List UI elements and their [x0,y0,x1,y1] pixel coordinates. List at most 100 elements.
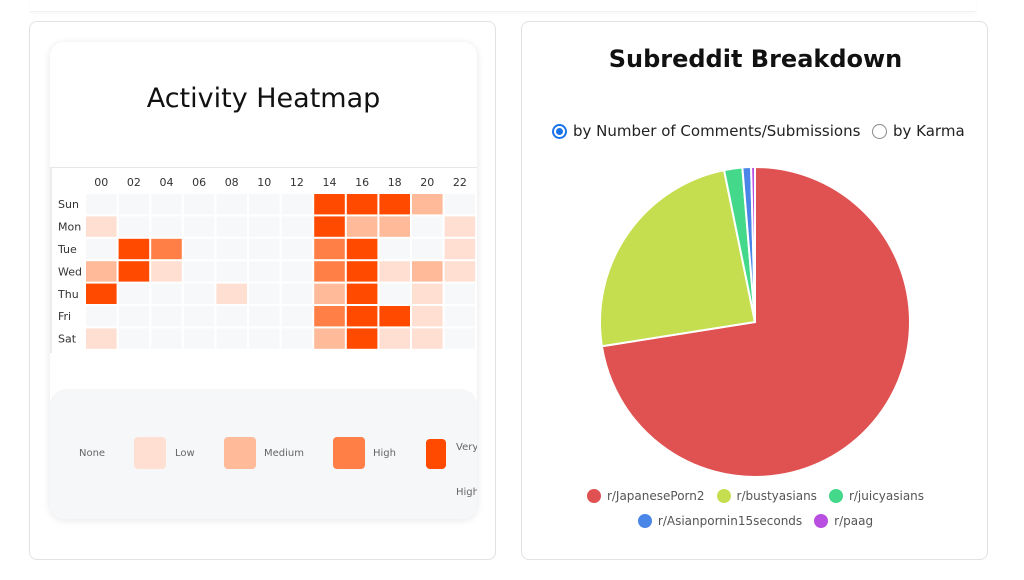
heatmap-cell[interactable] [281,194,313,215]
heatmap-cell[interactable] [314,306,345,327]
heatmap-cell[interactable] [412,261,443,282]
heatmap-cell[interactable] [151,283,182,304]
heatmap-cell[interactable] [86,194,117,215]
radio-karma-label[interactable]: by Karma [893,122,965,140]
heatmap-cell[interactable] [444,216,476,237]
heatmap-cell[interactable] [151,261,182,282]
heatmap-cell[interactable] [249,261,280,282]
heatmap-cell[interactable] [249,283,280,304]
heatmap-cell[interactable] [183,194,215,215]
heatmap-cell[interactable] [314,328,345,349]
heatmap-cell[interactable] [444,306,476,327]
heatmap-cell[interactable] [86,238,117,260]
heatmap-cell[interactable] [183,216,215,237]
heatmap-cell[interactable] [412,306,443,327]
legend-very-high-swatch [426,439,446,469]
heatmap-cell[interactable] [216,238,247,260]
heatmap-cell[interactable] [379,328,410,349]
heatmap-cell[interactable] [314,283,345,304]
heatmap-cell[interactable] [151,306,182,327]
heatmap-cell[interactable] [151,194,182,215]
pie-slice-bustyasians[interactable] [599,168,757,348]
heatmap-cell[interactable] [444,328,476,349]
heatmap-cell[interactable] [151,238,182,260]
heatmap-day-label: Sun [58,198,79,211]
heatmap-cell[interactable] [249,328,280,349]
heatmap-cell[interactable] [249,306,280,327]
heatmap-cell[interactable] [444,261,476,282]
heatmap-cell[interactable] [249,216,280,237]
heatmap-cell[interactable] [86,283,117,304]
heatmap-cell[interactable] [379,283,410,304]
heatmap-cell[interactable] [216,261,247,282]
heatmap-cell[interactable] [412,328,443,349]
heatmap-cell[interactable] [118,238,150,260]
heatmap-cell[interactable] [346,238,378,260]
heatmap-cell[interactable] [249,238,280,260]
legend-item-paag[interactable]: r/paag [814,514,873,528]
legend-item-juicyasians[interactable]: r/juicyasians [828,489,924,503]
heatmap-cell[interactable] [346,216,378,237]
heatmap-cell[interactable] [151,216,182,237]
heatmap-cell[interactable] [86,306,117,327]
legend-item-japaneseporn2[interactable]: r/JapanesePorn2 [586,489,705,503]
legend-dot-icon [637,514,652,528]
legend-item-bustyasians[interactable]: r/bustyasians [716,489,817,503]
heatmap-cell[interactable] [118,216,150,237]
heatmap-cell[interactable] [281,306,313,327]
radio-unselected-icon[interactable] [872,123,887,139]
heatmap-cell[interactable] [444,283,476,304]
heatmap-cell[interactable] [281,238,313,260]
heatmap-cell[interactable] [118,194,150,215]
heatmap-cell[interactable] [346,306,378,327]
heatmap-cell[interactable] [183,306,215,327]
heatmap-cell[interactable] [216,306,247,327]
heatmap-cell[interactable] [118,283,150,304]
radio-by-comments[interactable]: by Number of Comments/Submissions [552,122,860,140]
heatmap-cell[interactable] [86,328,117,349]
heatmap-cell[interactable] [216,328,247,349]
heatmap-cell[interactable] [183,261,215,282]
heatmap-cell[interactable] [379,238,410,260]
heatmap-cell[interactable] [183,238,215,260]
heatmap-cell[interactable] [183,328,215,349]
heatmap-cell[interactable] [216,194,247,215]
heatmap-cell[interactable] [314,216,345,237]
heatmap-cell[interactable] [216,283,247,304]
heatmap-cell[interactable] [314,261,345,282]
heatmap-cell[interactable] [281,328,313,349]
heatmap-cell[interactable] [346,261,378,282]
heatmap-cell[interactable] [346,328,378,349]
heatmap-cell[interactable] [346,194,378,215]
heatmap-cell[interactable] [216,216,247,237]
heatmap-cell[interactable] [151,328,182,349]
heatmap-cell[interactable] [379,194,410,215]
heatmap-cell[interactable] [379,306,410,327]
heatmap-cell[interactable] [412,283,443,304]
heatmap-cell[interactable] [118,261,150,282]
heatmap-cell[interactable] [118,306,150,327]
heatmap-cell[interactable] [314,194,345,215]
legend-item-asianpornin15seconds[interactable]: r/Asianpornin15seconds [637,514,802,528]
heatmap-cell[interactable] [281,216,313,237]
heatmap-cell[interactable] [118,328,150,349]
heatmap-cell[interactable] [281,283,313,304]
pie-slice-paag[interactable] [750,165,756,323]
heatmap-cell[interactable] [183,283,215,304]
heatmap-cell[interactable] [444,194,476,215]
heatmap-cell[interactable] [412,216,443,237]
heatmap-cell[interactable] [412,194,443,215]
heatmap-cell[interactable] [86,216,117,237]
heatmap-cell[interactable] [444,238,476,260]
heatmap-cell[interactable] [346,283,378,304]
radio-selected-icon[interactable] [552,123,567,139]
heatmap-cell[interactable] [379,216,410,237]
radio-comments-label[interactable]: by Number of Comments/Submissions [573,122,861,140]
heatmap-cell[interactable] [86,261,117,282]
radio-by-karma[interactable]: by Karma [872,122,965,140]
heatmap-cell[interactable] [412,238,443,260]
heatmap-cell[interactable] [314,238,345,260]
heatmap-cell[interactable] [281,261,313,282]
heatmap-cell[interactable] [379,261,410,282]
heatmap-cell[interactable] [249,194,280,215]
